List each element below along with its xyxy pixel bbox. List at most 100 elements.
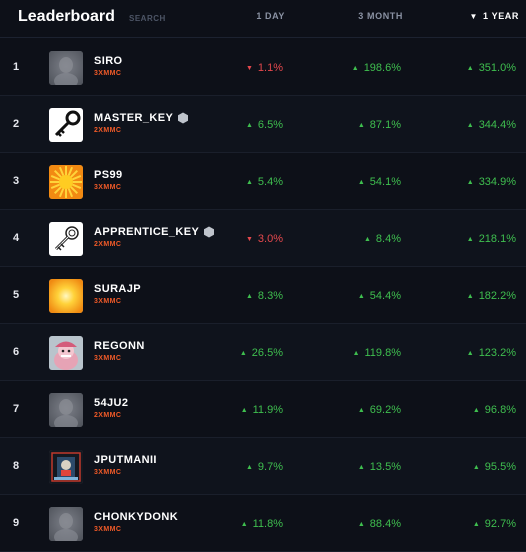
change-1day: ▲ 8.3%	[246, 290, 283, 302]
change-1year-value: 92.7%	[484, 518, 516, 530]
change-1year-value: 96.8%	[484, 404, 516, 416]
arrow-up-icon: ▲	[240, 521, 248, 528]
change-3month-value: 8.4%	[375, 233, 401, 245]
username[interactable]: SIRO	[94, 55, 123, 67]
arrow-up-icon: ▲	[357, 407, 365, 414]
username-text: CHONKYDONK	[94, 511, 179, 523]
username-text: PS99	[94, 169, 123, 181]
change-1year: ▲ 334.9%	[467, 176, 516, 188]
change-3month: ▲ 198.6%	[352, 62, 401, 74]
username-text: SURAJP	[94, 283, 142, 295]
arrow-up-icon: ▲	[363, 236, 371, 243]
change-3month-value: 198.6%	[363, 62, 401, 74]
change-3month: ▲ 69.2%	[358, 404, 401, 416]
arrow-up-icon: ▲	[240, 407, 248, 414]
username[interactable]: PS99	[94, 169, 123, 181]
arrow-down-icon: ▼	[245, 236, 253, 243]
user-tag: 2XMMC	[94, 412, 122, 419]
user-tag: 3XMMC	[94, 70, 122, 77]
username[interactable]: JPUTMANII	[94, 454, 157, 466]
username-text: MASTER_KEY	[94, 112, 174, 124]
user-tag: 3XMMC	[94, 355, 122, 362]
search-input[interactable]: SEARCH	[129, 14, 166, 23]
change-1day-value: 6.5%	[257, 119, 283, 131]
change-3month: ▲ 87.1%	[358, 119, 401, 131]
rank-number: 4	[13, 232, 20, 244]
change-1year-value: 95.5%	[484, 461, 516, 473]
table-row[interactable]: 3 PS99 3XMMC ▲ 5.4% ▲ 54.1% ▲ 334.9%	[0, 153, 526, 210]
username[interactable]: APPRENTICE_KEY	[94, 226, 215, 238]
avatar[interactable]	[49, 165, 83, 199]
change-1day: ▼ 1.1%	[246, 62, 283, 74]
change-1year-value: 334.9%	[478, 176, 516, 188]
change-3month: ▲ 88.4%	[358, 518, 401, 530]
arrow-up-icon: ▲	[466, 293, 474, 300]
username[interactable]: REGONN	[94, 340, 145, 352]
user-tag: 3XMMC	[94, 184, 122, 191]
username-text: JPUTMANII	[94, 454, 157, 466]
change-1day-value: 3.0%	[257, 233, 283, 245]
table-row[interactable]: 7 54JU2 2XMMC ▲ 11.9% ▲ 69.2% ▲ 96.8%	[0, 381, 526, 438]
change-1day: ▲ 11.8%	[241, 518, 283, 530]
rank-number: 3	[13, 175, 20, 187]
avatar[interactable]	[49, 450, 83, 484]
arrow-up-icon: ▲	[466, 65, 474, 72]
username[interactable]: 54JU2	[94, 397, 128, 409]
rank-number: 6	[13, 346, 20, 358]
change-1year: ▲ 92.7%	[473, 518, 516, 530]
change-1day: ▲ 9.7%	[246, 461, 283, 473]
username-text: APPRENTICE_KEY	[94, 226, 200, 238]
arrow-up-icon: ▲	[245, 179, 253, 186]
triangle-down-icon: ▼	[469, 12, 479, 21]
username[interactable]: SURAJP	[94, 283, 141, 295]
change-1day-value: 5.4%	[257, 176, 283, 188]
username[interactable]: MASTER_KEY	[94, 112, 189, 124]
user-tag: 3XMMC	[94, 298, 122, 305]
user-tag: 3XMMC	[94, 526, 122, 533]
avatar[interactable]	[49, 51, 83, 85]
change-1day: ▲ 11.9%	[241, 404, 283, 416]
table-row[interactable]: 9 CHONKYDONK 3XMMC ▲ 11.8% ▲ 88.4% ▲ 92.7%	[0, 495, 526, 552]
change-1day-value: 11.9%	[252, 404, 283, 416]
change-3month: ▲ 54.4%	[358, 290, 401, 302]
avatar[interactable]	[49, 336, 83, 370]
change-1day: ▲ 26.5%	[240, 347, 283, 359]
table-row[interactable]: 2 MASTER_KEY 2XMMC ▲ 6.5% ▲ 87.1% ▲ 344.4%	[0, 96, 526, 153]
table-row[interactable]: 1 SIRO 3XMMC ▼ 1.1% ▲ 198.6% ▲ 351.0%	[0, 39, 526, 96]
column-header-3month[interactable]: 3 MONTH	[358, 11, 403, 21]
avatar[interactable]	[49, 222, 83, 256]
avatar[interactable]	[49, 108, 83, 142]
page-title: Leaderboard	[18, 8, 115, 25]
change-1year: ▲ 95.5%	[473, 461, 516, 473]
change-1year: ▲ 123.2%	[467, 347, 516, 359]
change-3month-value: 69.2%	[369, 404, 401, 416]
arrow-down-icon: ▼	[245, 65, 253, 72]
username-text: 54JU2	[94, 397, 129, 409]
change-1year-value: 218.1%	[478, 233, 516, 245]
avatar[interactable]	[49, 507, 83, 541]
column-header-1year-label: 1 YEAR	[483, 11, 519, 21]
column-header-1day[interactable]: 1 DAY	[256, 11, 285, 21]
hexagon-badge-icon	[203, 226, 215, 238]
username[interactable]: CHONKYDONK	[94, 511, 178, 523]
arrow-up-icon: ▲	[357, 464, 365, 471]
change-3month-value: 13.5%	[369, 461, 401, 473]
avatar[interactable]	[49, 393, 83, 427]
arrow-up-icon: ▲	[351, 65, 359, 72]
column-header-1year[interactable]: ▼ 1 YEAR	[470, 11, 519, 21]
change-1year-value: 351.0%	[478, 62, 516, 74]
change-1day: ▲ 6.5%	[246, 119, 283, 131]
table-row[interactable]: 6 REGONN 3XMMC ▲ 26.5% ▲ 119.8% ▲ 123.2%	[0, 324, 526, 381]
avatar[interactable]	[49, 279, 83, 313]
arrow-up-icon: ▲	[466, 350, 474, 357]
change-1day-value: 1.1%	[257, 62, 283, 74]
change-3month: ▲ 8.4%	[364, 233, 401, 245]
table-row[interactable]: 5 SURAJP 3XMMC ▲ 8.3% ▲ 54.4% ▲ 182.2%	[0, 267, 526, 324]
change-1year-value: 182.2%	[478, 290, 516, 302]
rank-number: 9	[13, 517, 20, 529]
rank-number: 5	[13, 289, 20, 301]
arrow-up-icon: ▲	[239, 350, 247, 357]
table-row[interactable]: 4 APPRENTICE_KEY 2XMMC ▼ 3.0% ▲ 8.4% ▲ 218.1%	[0, 210, 526, 267]
table-row[interactable]: 8 JPUTMANII 3XMMC ▲ 9.7% ▲ 13.5% ▲ 95.5%	[0, 438, 526, 495]
change-1day: ▲ 5.4%	[246, 176, 283, 188]
